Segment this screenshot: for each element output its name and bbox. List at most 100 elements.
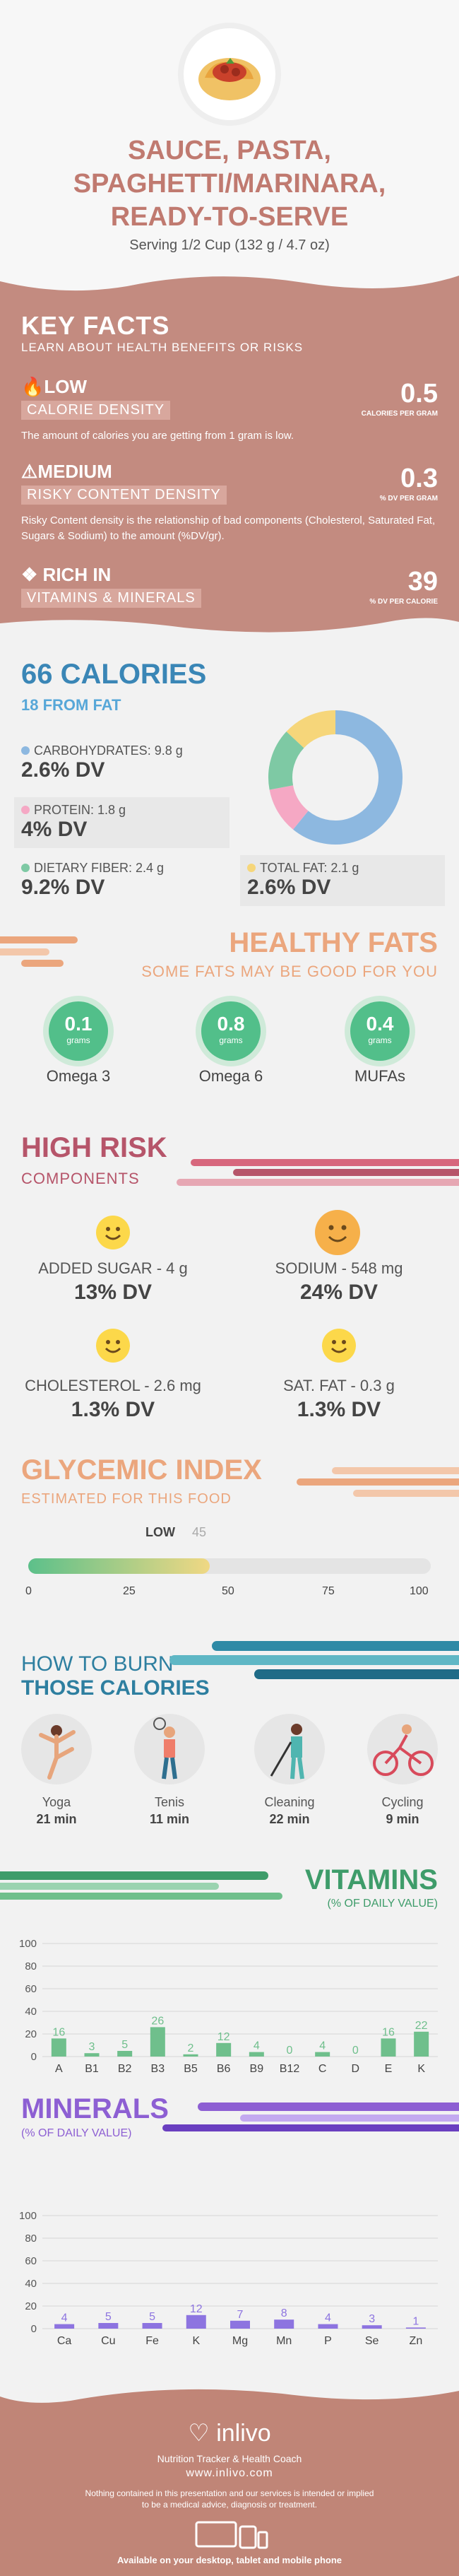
serving-size: Serving 1/2 Cup (132 g / 4.7 oz) — [129, 237, 330, 253]
glycemic-level: LOW — [145, 1525, 175, 1539]
bar-value-label: 16 — [52, 2026, 65, 2038]
brand-logo: ♡ inlivo — [0, 2419, 459, 2447]
stripe — [198, 2102, 459, 2111]
x-tick-label: Fe — [145, 2335, 159, 2347]
risky-density-unit: % DV PER GRAM — [379, 495, 438, 502]
bar-value-label: 12 — [217, 2031, 230, 2043]
bar-Ca — [54, 2324, 75, 2329]
x-tick-label: Cu — [101, 2335, 115, 2347]
nutrient-protein: PROTEIN: 1.8 g 4% DV — [21, 803, 126, 842]
bar-value-label: 0 — [352, 2045, 359, 2057]
leaf-icon: ❖ — [21, 564, 43, 585]
x-tick-label: K — [417, 2063, 425, 2075]
nutrient-carbohydrates: CARBOHYDRATES: 9.8 g 2.6% DV — [21, 743, 183, 782]
x-tick-label: Mg — [232, 2335, 248, 2347]
glycemic-subheading: ESTIMATED FOR THIS FOOD — [21, 1491, 232, 1507]
activity-time: 22 min — [269, 1812, 310, 1826]
bar-P — [318, 2324, 338, 2329]
healthy-fats-subheading: SOME FATS MAY BE GOOD FOR YOU — [141, 963, 438, 980]
spaghetti-plate-icon — [184, 28, 275, 120]
tennis-icon — [134, 1714, 205, 1784]
y-tick-label: 80 — [25, 2233, 37, 2245]
fat-value: 0.4 — [366, 1013, 394, 1035]
glycemic-tick: 75 — [322, 1585, 335, 1597]
donut-slice-protein — [269, 784, 309, 830]
stripe — [212, 1641, 459, 1651]
x-tick-label: B1 — [85, 2063, 99, 2075]
bar-value-label: 5 — [149, 2311, 155, 2323]
x-tick-label: Ca — [57, 2335, 72, 2347]
stripe — [162, 2124, 459, 2131]
x-tick-label: B9 — [250, 2063, 264, 2075]
nutrient-dv: 9.2% DV — [21, 876, 105, 899]
bar-B6 — [216, 2042, 232, 2057]
high-risk-subheading: COMPONENTS — [21, 1170, 140, 1187]
header: SAUCE, PASTA, SPAGHETTI/MARINARA, READY-… — [0, 0, 459, 269]
bar-value-label: 0 — [287, 2045, 293, 2057]
fat-name: Omega 6 — [198, 1067, 263, 1085]
x-tick-label: P — [324, 2335, 332, 2347]
fat-unit: grams — [66, 1035, 90, 1045]
calories-heading: 66 CALORIES — [21, 659, 207, 690]
vitamins-minerals-value: 39 — [407, 567, 438, 596]
glycemic-tick: 50 — [222, 1585, 234, 1597]
stripe — [353, 1490, 459, 1497]
bar-value-label: 4 — [254, 2040, 260, 2052]
calories-from-fat: 18 FROM FAT — [21, 696, 121, 714]
minerals-subheading: (% OF DAILY VALUE) — [21, 2127, 132, 2139]
bar-value-label: 3 — [89, 2041, 95, 2053]
calorie-density-value: 0.5 — [400, 379, 438, 408]
vitamins-heading: VITAMINS — [304, 1864, 438, 1895]
nutrient-label: CARBOHYDRATES: 9.8 g — [34, 743, 183, 758]
bar-Fe — [142, 2323, 162, 2329]
activity-time: 21 min — [36, 1812, 77, 1826]
title-line: SPAGHETTI/MARINARA, — [73, 169, 386, 199]
activity-name: Yoga — [42, 1795, 71, 1809]
stripe — [169, 1655, 459, 1665]
bar-Se — [362, 2325, 382, 2329]
key-facts-subheading: LEARN ABOUT HEALTH BENEFITS OR RISKS — [21, 341, 304, 354]
nutrient-dv: 4% DV — [21, 818, 88, 841]
stripe — [332, 1467, 459, 1474]
macro-donut-chart — [268, 710, 403, 845]
bar-E — [381, 2038, 396, 2057]
bar-B2 — [117, 2051, 133, 2057]
x-tick-label: A — [55, 2063, 63, 2075]
bar-value-label: 7 — [237, 2309, 244, 2321]
title-line: READY-TO-SERVE — [110, 202, 349, 232]
y-tick-label: 40 — [25, 2278, 37, 2290]
activity-name: Cycling — [381, 1795, 424, 1809]
bar-Zn — [405, 2327, 426, 2329]
y-tick-label: 0 — [31, 2323, 37, 2335]
fat-name: Omega 3 — [46, 1067, 111, 1085]
glycemic-bar — [28, 1558, 210, 1574]
footer: ♡ inlivo Nutrition Tracker & Health Coac… — [0, 2385, 459, 2576]
risk-dv: 1.3% DV — [297, 1398, 381, 1421]
bar-value-label: 5 — [105, 2311, 112, 2323]
y-tick-label: 100 — [19, 1938, 37, 1950]
fat-unit: grams — [219, 1035, 243, 1045]
risky-density-value: 0.3 — [400, 464, 438, 493]
fat-unit: grams — [368, 1035, 392, 1045]
y-tick-label: 0 — [31, 2051, 37, 2063]
x-tick-label: B12 — [280, 2063, 300, 2075]
y-tick-label: 20 — [25, 2300, 37, 2312]
risk-label: CHOLESTEROL - 2.6 mg — [25, 1377, 201, 1394]
bar-value-label: 3 — [369, 2313, 375, 2325]
key-facts-section: KEY FACTS LEARN ABOUT HEALTH BENEFITS OR… — [0, 269, 459, 636]
smile-icon — [96, 1216, 130, 1249]
donut-slice-carbohydrates — [293, 710, 403, 845]
bar-value-label: 22 — [415, 2020, 428, 2032]
smile-icon — [96, 1329, 130, 1363]
minerals-bar-chart: 0 20 40 60 80 100 4 Ca 5 Cu 5 Fe 12 K 7 Mg 8 Mn 4 P 3 Se 1 Zn — [19, 2210, 438, 2347]
vitamins-minerals-tag: VITAMINS & MINERALS — [21, 589, 201, 608]
cycling-icon — [367, 1714, 438, 1784]
bar-C — [315, 2052, 330, 2057]
devices-icon — [191, 2519, 268, 2551]
protein-dot — [21, 806, 30, 814]
website-link[interactable]: www.inlivo.com — [186, 2467, 273, 2479]
wave-divider — [0, 618, 459, 636]
nutrient-fiber: DIETARY FIBER: 2.4 g 9.2% DV — [21, 861, 164, 900]
y-tick-label: 60 — [25, 1983, 37, 1995]
bar-Mn — [274, 2319, 294, 2329]
